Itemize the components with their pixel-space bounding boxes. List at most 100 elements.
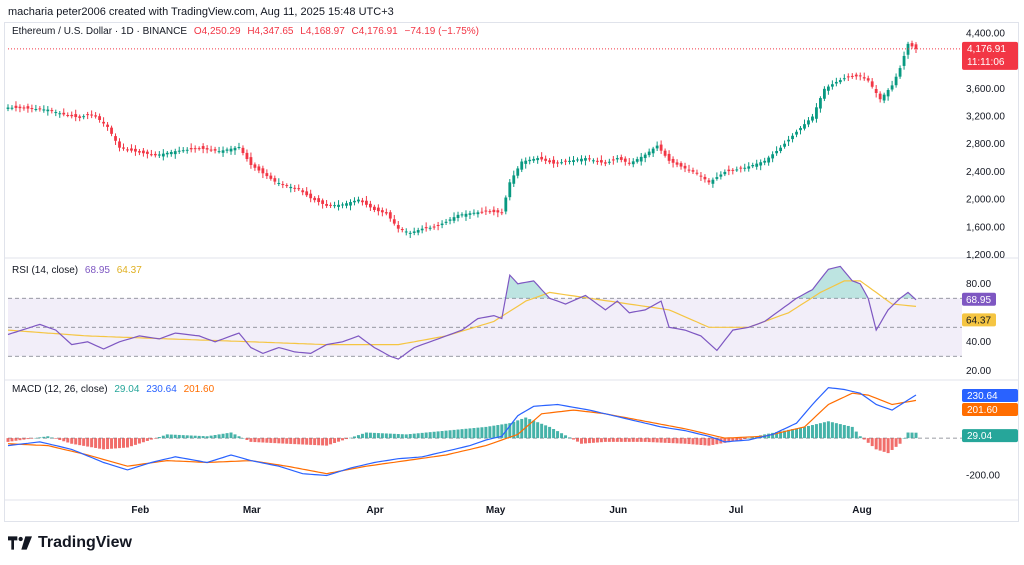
macd-histogram-bar [775,432,779,439]
candle-body [241,147,245,153]
candle-body [826,86,830,91]
candle-body [651,148,655,154]
macd-histogram-bar [58,438,62,440]
macd-histogram-bar [110,438,114,449]
candle-body [177,150,181,152]
candle-body [269,175,273,179]
macd-histogram-bar [810,425,814,439]
macd-histogram-bar [575,438,579,442]
candle-body [229,148,233,152]
macd-histogram-bar [408,434,412,439]
macd-histogram-bar [874,438,878,450]
candle-body [783,143,786,147]
candle-body [213,149,217,151]
candle-body [763,160,767,163]
macd-histogram-bar [177,434,181,439]
macd-histogram-bar [205,436,209,439]
candle-body [408,232,412,234]
candle-body [691,170,695,172]
macd-histogram-bar [169,434,173,439]
macd-histogram-bar [488,426,492,439]
candle-body [106,124,109,127]
macd-histogram-bar [54,438,58,439]
candle-body [735,169,739,171]
candle-body [846,76,850,78]
macd-hist-tag-text: 29.04 [967,431,992,442]
macd-histogram-bar [472,428,476,439]
candle-body [285,185,289,187]
macd-histogram-bar [830,422,834,439]
candle-body [767,157,771,163]
macd-histogram-bar [568,437,572,439]
macd-histogram-bar [161,435,165,439]
macd-histogram-bar [424,432,428,439]
macd-histogram-bar [197,435,201,439]
time-axis-month-label: Mar [243,505,261,516]
candle-body [138,151,141,153]
candle-body [353,200,356,203]
candle-body [544,158,548,161]
macd-histogram-bar [484,426,488,439]
macd-histogram-bar [94,438,98,448]
candle-body [293,187,297,189]
candle-body [588,158,591,160]
macd-histogram-bar [285,438,289,444]
macd-histogram-bar [579,438,583,444]
macd-histogram-bar [281,438,285,444]
macd-histogram-bar [802,426,806,439]
macd-histogram-bar [6,438,10,442]
macd-histogram-bar [106,438,110,450]
macd-hist-tag-bg [962,429,1018,443]
ohlc-low: L4,168.97 [300,26,345,37]
candle-body [261,168,265,174]
footer-brand[interactable]: TradingView [8,532,132,554]
macd-histogram-bar [189,435,193,439]
macd-histogram-bar [870,438,874,447]
macd-label: MACD (12, 26, close) [12,384,108,395]
candle-body [838,80,842,83]
candle-body [476,212,480,215]
candle-body [14,105,18,108]
candle-body [572,160,575,163]
candle-body [866,78,870,81]
macd-histogram-bar [858,436,862,439]
macd-histogram-bar [129,438,133,447]
candle-body [404,231,408,233]
candle-body [169,151,173,155]
macd-histogram-bar [368,432,372,439]
macd-histogram-bar [78,438,82,446]
candle-body [683,165,687,169]
candle-body [46,109,50,112]
macd-histogram-bar [520,418,524,439]
price-axis-tick-label: 4,400.00 [966,28,1005,39]
macd-histogram-bar [528,419,532,439]
macd-histogram-bar [540,423,544,439]
candle-body [508,182,512,198]
symbol-legend: Ethereum / U.S. Dollar · 1D · BINANCE O4… [12,26,483,37]
macd-histogram-bar [261,438,265,443]
macd-histogram-bar [412,433,416,439]
macd-histogram-bar [38,437,42,439]
candle-body [205,148,209,150]
macd-histogram-bar [396,434,400,439]
candle-body [552,159,555,164]
candle-body [34,108,38,110]
time-axis-month-label: May [486,505,506,516]
macd-histogram-bar [854,431,858,439]
candle-body [623,158,627,162]
candle-body [811,116,814,121]
macd-histogram-bar [799,427,803,439]
candle-body [329,204,332,206]
symbol-name: Ethereum / U.S. Dollar · 1D · BINANCE [12,26,188,37]
candle-body [90,114,94,116]
macd-histogram-bar [615,438,619,442]
candle-body [727,169,731,172]
candle-body [388,212,392,219]
candle-body [679,163,683,167]
candle-body [50,110,54,112]
macd-histogram-bar [583,438,587,444]
candle-body [890,85,894,90]
candle-body [468,213,472,215]
macd-histogram-bar [647,438,651,443]
